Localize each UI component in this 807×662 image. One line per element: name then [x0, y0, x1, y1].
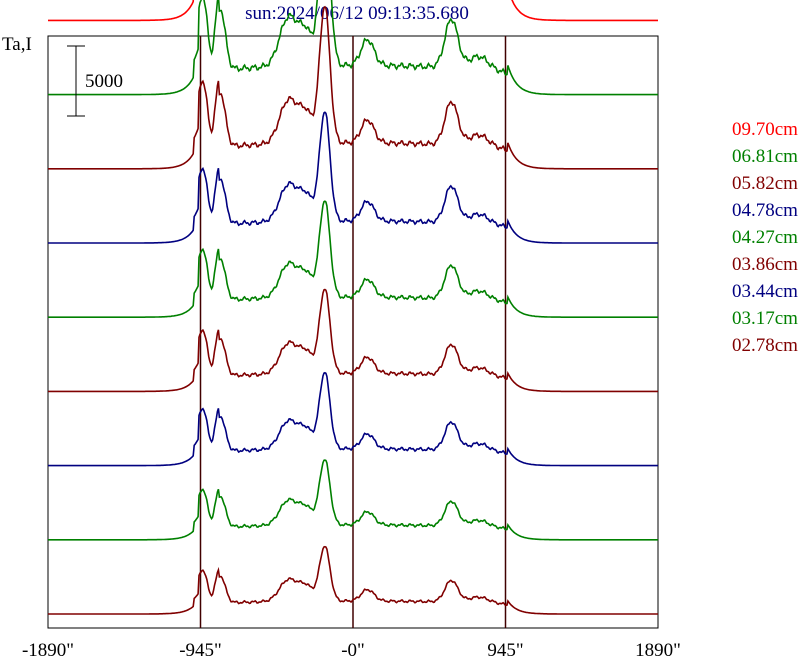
series-line-06.81cm [48, 0, 658, 96]
scale-bar: 5000 [67, 45, 123, 117]
chart-title: sun:2024/06/12 09:13:35.680 [245, 3, 469, 24]
series-line-09.70cm [48, 0, 658, 22]
legend-entry: 04.78cm [732, 200, 798, 221]
x-tick-label: -1890" [22, 640, 74, 661]
series-line-03.17cm [48, 459, 658, 541]
series-line-05.82cm [48, 5, 658, 170]
series-line-03.44cm [48, 371, 658, 467]
series-line-04.27cm [48, 200, 658, 318]
x-tick-label: 945" [487, 640, 523, 661]
x-tick-label: 1890" [635, 640, 681, 661]
series-line-04.78cm [48, 111, 658, 244]
legend-entry: 03.17cm [732, 308, 798, 329]
x-tick-label: -945" [179, 640, 222, 661]
legend-entry: 05.82cm [732, 173, 798, 194]
legend-entry: 03.86cm [732, 254, 798, 275]
series-line-02.78cm [48, 545, 658, 615]
legend-entry: 09.70cm [732, 119, 798, 140]
scale-bar-label: 5000 [85, 71, 123, 92]
series-line-03.86cm [48, 288, 658, 393]
legend-entry: 02.78cm [732, 335, 798, 356]
legend-entry: 04.27cm [732, 227, 798, 248]
x-tick-label: -0" [341, 640, 365, 661]
legend-entry: 06.81cm [732, 146, 798, 167]
y-axis-label: Ta,I [2, 34, 32, 55]
legend-entry: 03.44cm [732, 281, 798, 302]
